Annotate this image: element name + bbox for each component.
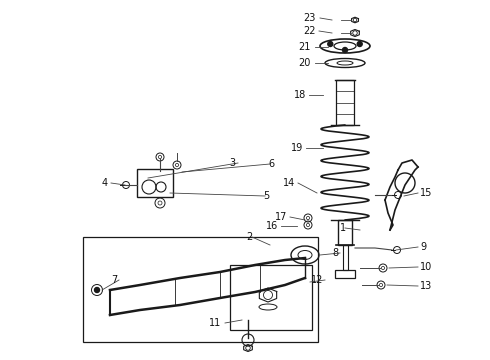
Circle shape bbox=[95, 288, 99, 292]
Text: 8: 8 bbox=[332, 248, 338, 258]
Text: 21: 21 bbox=[298, 42, 311, 52]
Text: 6: 6 bbox=[268, 159, 274, 169]
Bar bbox=[137, 169, 173, 197]
Text: 10: 10 bbox=[420, 262, 432, 272]
Text: 5: 5 bbox=[263, 191, 269, 201]
Text: 9: 9 bbox=[420, 242, 426, 252]
Text: 1: 1 bbox=[340, 223, 346, 233]
Circle shape bbox=[357, 41, 362, 46]
Bar bbox=[230, 265, 312, 330]
Text: 17: 17 bbox=[274, 212, 287, 222]
Bar bbox=[336, 80, 354, 125]
Text: 2: 2 bbox=[246, 232, 252, 242]
Text: 13: 13 bbox=[420, 281, 432, 291]
Bar bbox=[335, 270, 355, 278]
Bar bbox=[338, 220, 352, 245]
Bar bbox=[343, 245, 347, 270]
Text: 3: 3 bbox=[229, 158, 235, 168]
Circle shape bbox=[343, 48, 347, 53]
Text: 23: 23 bbox=[304, 13, 316, 23]
Circle shape bbox=[328, 41, 333, 46]
Text: 18: 18 bbox=[294, 90, 306, 100]
Text: 22: 22 bbox=[303, 26, 316, 36]
Bar bbox=[83, 237, 318, 342]
Text: 4: 4 bbox=[102, 178, 108, 188]
Text: 15: 15 bbox=[420, 188, 432, 198]
Text: 14: 14 bbox=[283, 178, 295, 188]
Text: 12: 12 bbox=[311, 275, 323, 285]
Text: 20: 20 bbox=[298, 58, 311, 68]
Text: 7: 7 bbox=[111, 275, 117, 285]
Text: 11: 11 bbox=[209, 318, 221, 328]
Text: 16: 16 bbox=[266, 221, 278, 231]
Text: 19: 19 bbox=[291, 143, 303, 153]
